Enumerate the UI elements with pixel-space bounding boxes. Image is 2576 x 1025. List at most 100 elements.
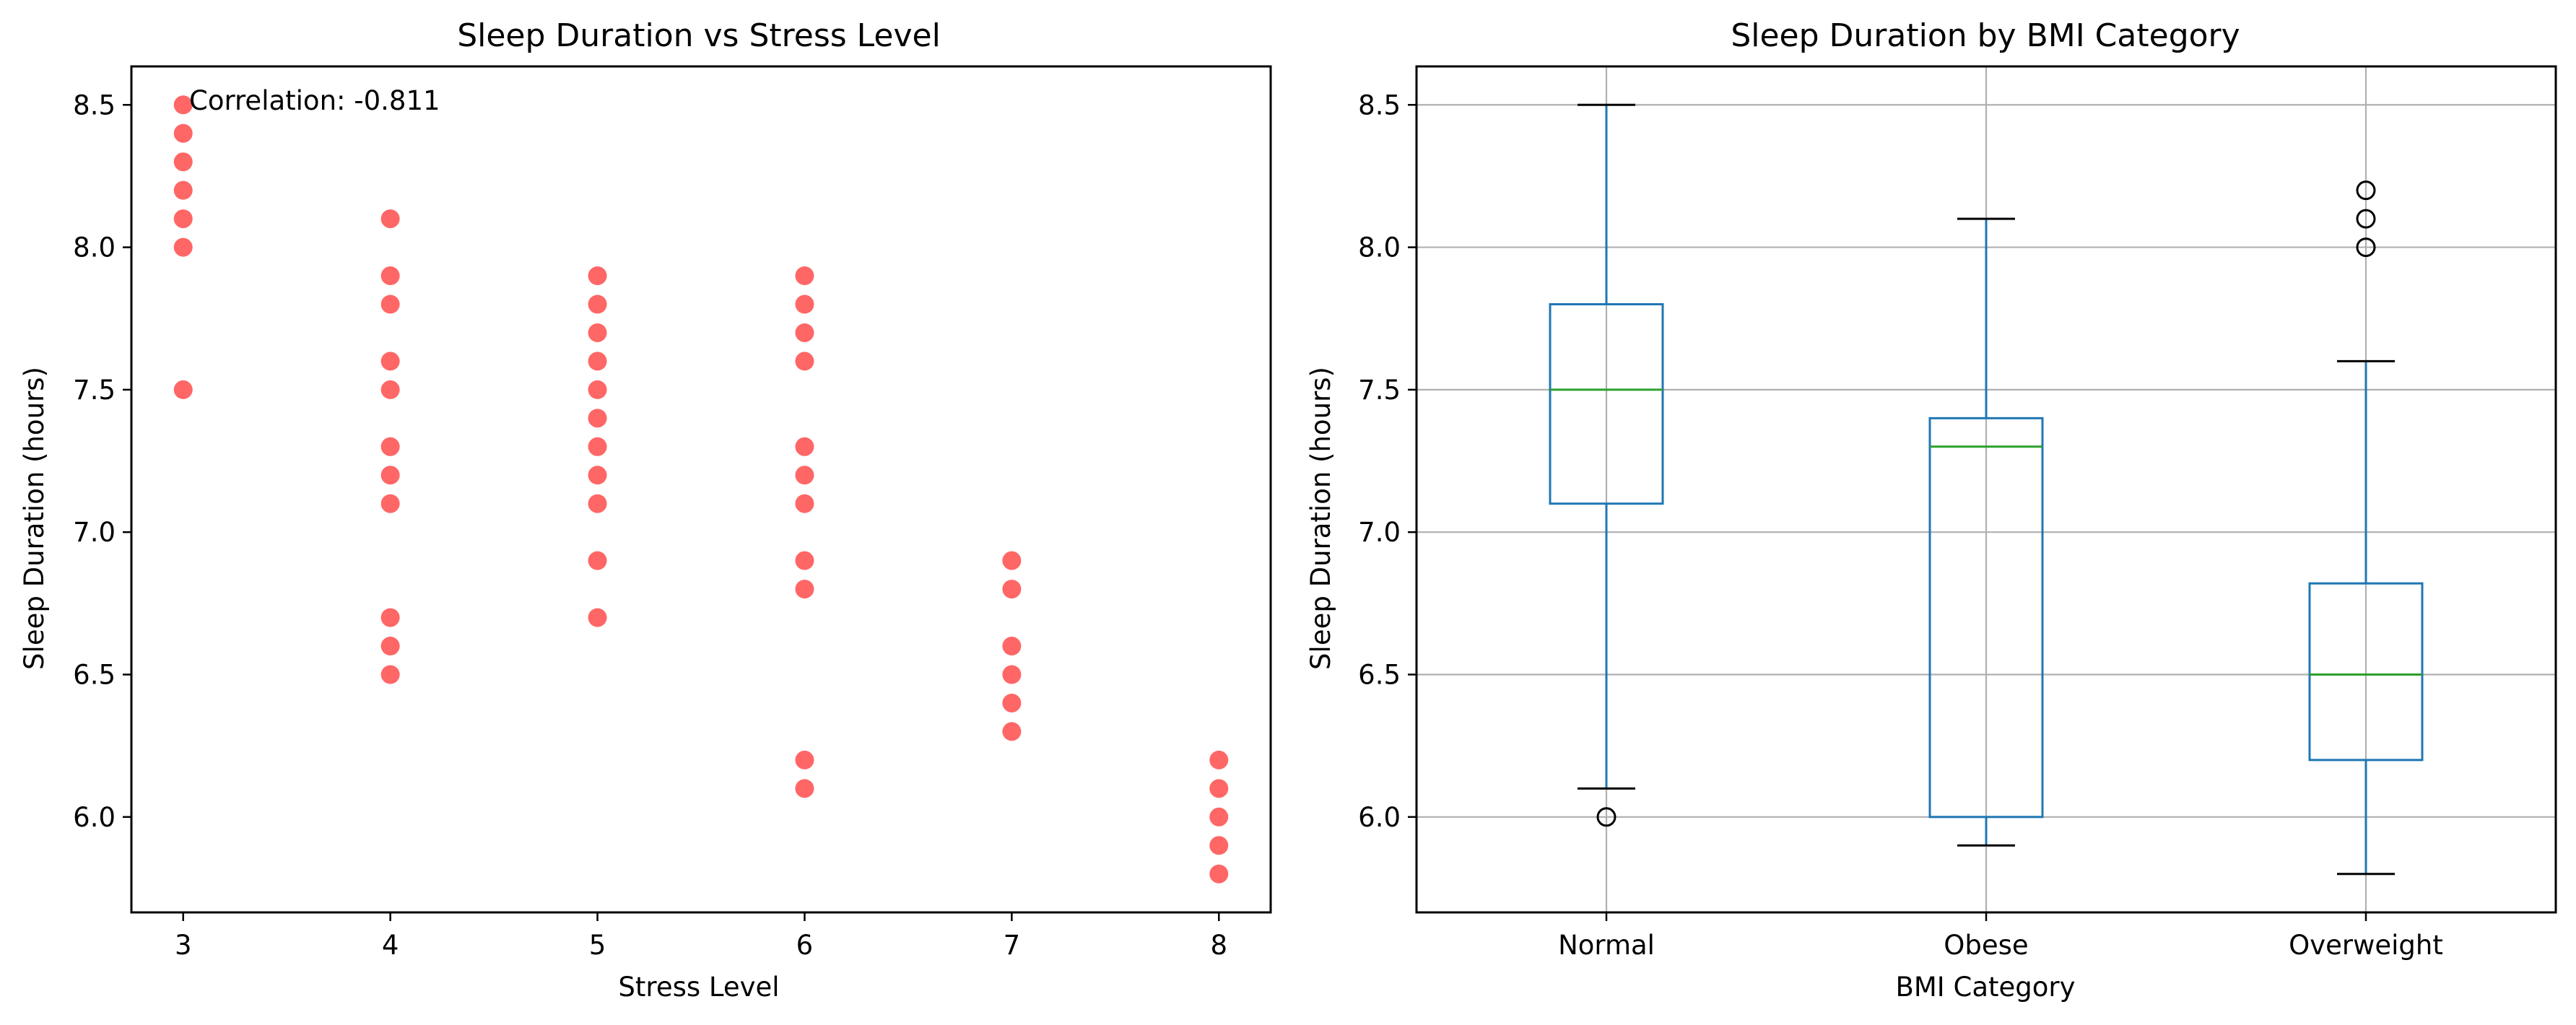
scatter-point xyxy=(588,494,607,513)
scatter-point xyxy=(1209,750,1229,769)
scatter-x-tick-label: 7 xyxy=(1004,930,1021,961)
box-iqr xyxy=(1928,416,2044,819)
scatter-point xyxy=(380,608,400,627)
scatter-x-tick-label: 3 xyxy=(175,930,192,961)
box-overweight xyxy=(2308,180,2424,876)
scatter-point xyxy=(380,380,400,399)
scatter-x-axis-label: Stress Level xyxy=(618,972,779,1003)
boxplot-y-ticks: 6.0 6.5 7.0 7.5 8.0 8.5 xyxy=(1358,90,1417,833)
scatter-x-tick-label: 6 xyxy=(796,930,814,961)
scatter-point xyxy=(588,608,607,627)
scatter-point xyxy=(1002,551,1022,570)
scatter-point xyxy=(795,551,814,570)
scatter-point xyxy=(173,123,193,143)
box-outlier xyxy=(2356,237,2376,258)
scatter-x-tick-label: 4 xyxy=(382,930,399,961)
scatter-point xyxy=(795,466,814,485)
scatter-point xyxy=(380,437,400,456)
scatter-y-tick-label: 6.0 xyxy=(73,802,116,833)
scatter-point xyxy=(795,295,814,314)
scatter-point xyxy=(380,295,400,314)
box-outlier xyxy=(2356,209,2376,229)
scatter-y-tick-label: 7.0 xyxy=(73,517,116,548)
scatter-point xyxy=(588,323,607,342)
boxplot-y-tick-label: 8.5 xyxy=(1358,90,1401,121)
scatter-y-ticks: 6.0 6.5 7.0 7.5 8.0 8.5 xyxy=(73,90,131,833)
scatter-y-tick-label: 8.0 xyxy=(73,232,116,263)
scatter-point xyxy=(1209,864,1229,884)
scatter-point xyxy=(380,466,400,485)
scatter-point xyxy=(588,466,607,485)
boxplot-x-tick-label: Normal xyxy=(1558,930,1655,961)
box-outlier xyxy=(1596,807,1616,827)
boxplot-x-ticks: Normal Obese Overweight xyxy=(1558,912,2443,961)
boxplot-y-tick-label: 7.0 xyxy=(1358,517,1401,548)
scatter-point xyxy=(795,779,814,798)
correlation-annotation: Correlation: -0.811 xyxy=(189,85,440,116)
scatter-x-tick-label: 8 xyxy=(1210,930,1227,961)
boxplot-x-tick-label: Obese xyxy=(1944,930,2028,961)
scatter-point xyxy=(795,323,814,342)
scatter-point xyxy=(795,580,814,599)
scatter-point xyxy=(1209,779,1229,798)
boxplot-grid xyxy=(1417,66,2556,912)
scatter-point xyxy=(795,494,814,513)
scatter-x-tick-label: 5 xyxy=(589,930,606,961)
scatter-point xyxy=(795,437,814,456)
scatter-point xyxy=(380,266,400,286)
scatter-point xyxy=(588,380,607,399)
scatter-point xyxy=(795,352,814,371)
scatter-point xyxy=(588,409,607,428)
box-obese xyxy=(1928,217,2044,847)
scatter-point xyxy=(795,750,814,769)
scatter-point xyxy=(1002,722,1022,741)
scatter-y-tick-label: 8.5 xyxy=(73,90,116,121)
scatter-y-tick-label: 7.5 xyxy=(73,375,116,406)
scatter-plot-frame xyxy=(130,65,1272,914)
scatter-point xyxy=(588,437,607,456)
scatter-point xyxy=(380,494,400,513)
box-normal xyxy=(1549,103,1664,827)
boxplot-y-tick-label: 7.5 xyxy=(1358,375,1401,406)
scatter-panel: Sleep Duration vs Stress Level Stress Le… xyxy=(19,17,1272,1003)
box-iqr xyxy=(2308,582,2424,762)
scatter-y-axis-label: Sleep Duration (hours) xyxy=(19,367,50,670)
scatter-point xyxy=(173,152,193,172)
boxplot-x-tick-label: Overweight xyxy=(2289,930,2443,961)
scatter-point xyxy=(1002,637,1022,656)
boxplot-y-tick-label: 8.0 xyxy=(1358,232,1401,263)
scatter-point xyxy=(1209,807,1229,826)
boxplot-marks xyxy=(1549,103,2424,876)
scatter-y-tick-label: 6.5 xyxy=(73,659,116,690)
scatter-point xyxy=(588,352,607,371)
scatter-point xyxy=(1002,580,1022,599)
boxplot-x-axis-label: BMI Category xyxy=(1896,972,2076,1003)
boxplot-y-tick-label: 6.5 xyxy=(1358,659,1401,690)
boxplot-plot-frame xyxy=(1415,65,2557,914)
box-outlier xyxy=(2356,180,2376,201)
scatter-point xyxy=(588,266,607,286)
scatter-point xyxy=(588,295,607,314)
boxplot-title: Sleep Duration by BMI Category xyxy=(1731,17,2240,54)
scatter-title: Sleep Duration vs Stress Level xyxy=(457,17,941,54)
scatter-point xyxy=(173,95,193,115)
scatter-point xyxy=(173,237,193,257)
scatter-point xyxy=(380,637,400,656)
scatter-point xyxy=(1002,693,1022,712)
boxplot-panel: Sleep Duration by BMI Category BMI Categ… xyxy=(1305,17,2557,1003)
scatter-point xyxy=(1209,836,1229,855)
scatter-point xyxy=(380,352,400,371)
scatter-point xyxy=(380,209,400,229)
scatter-points xyxy=(173,95,1229,884)
boxplot-y-axis-label: Sleep Duration (hours) xyxy=(1305,367,1336,670)
scatter-x-ticks: 3 4 5 6 7 8 xyxy=(175,912,1227,961)
scatter-point xyxy=(380,665,400,684)
box-iqr xyxy=(1549,303,1664,505)
scatter-point xyxy=(173,380,193,399)
scatter-point xyxy=(173,180,193,200)
scatter-point xyxy=(173,209,193,229)
boxplot-y-tick-label: 6.0 xyxy=(1358,802,1401,833)
scatter-point xyxy=(588,551,607,570)
scatter-point xyxy=(795,266,814,286)
